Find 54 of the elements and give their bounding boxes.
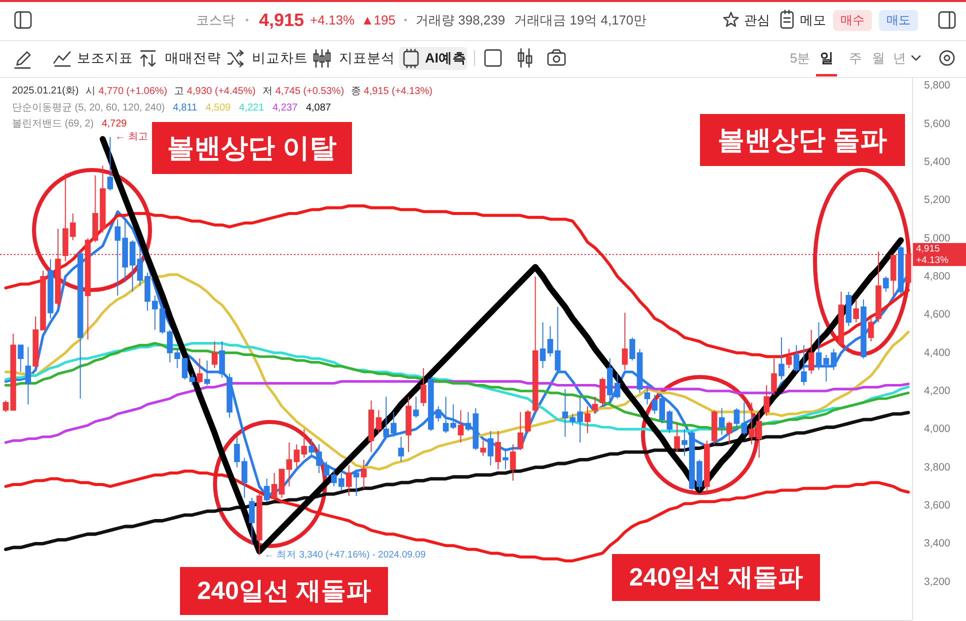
y-tick-label: 5,600 bbox=[924, 118, 950, 130]
annotation: 4,221 bbox=[239, 102, 264, 114]
text: 관심 bbox=[744, 12, 770, 28]
text: ▲195 bbox=[360, 12, 396, 28]
y-tick-label: 3,600 bbox=[924, 499, 950, 512]
annotation: 고 4,930 (+4.45%) bbox=[174, 86, 256, 96]
ref-line-label: 4,915 +4.13% bbox=[916, 244, 950, 266]
text: 일 bbox=[820, 50, 834, 66]
text: 년 bbox=[893, 50, 906, 66]
annotation: 볼린저밴드 (69, 2) bbox=[12, 118, 94, 130]
y-tick-label: 3,400 bbox=[924, 538, 950, 550]
annotation: 단순이동평균 (5, 20, 60, 120, 240) bbox=[12, 102, 165, 114]
text: 4,915 bbox=[259, 10, 304, 30]
annotation: 시 4,770 (+1.06%) bbox=[86, 86, 168, 96]
annotation: ← 최저 3,340 (+47.16%) - 2024.09.09 bbox=[264, 550, 426, 561]
y-tick-label: 4,800 bbox=[924, 270, 950, 282]
text: 매도 bbox=[886, 13, 910, 27]
annotation: 4,729 bbox=[102, 118, 128, 130]
annotation: 4,509 bbox=[206, 102, 232, 114]
y-tick-label: 4,400 bbox=[924, 346, 950, 359]
y-tick-label: 4,000 bbox=[924, 423, 950, 436]
y-tick-label: 5,400 bbox=[924, 156, 950, 168]
y-tick-label: 3,800 bbox=[924, 461, 950, 474]
y-tick-label: 3,200 bbox=[924, 576, 950, 588]
text: 거래량 398,239 bbox=[416, 12, 506, 28]
text: 매수 bbox=[840, 13, 864, 27]
text: 비교차트 bbox=[252, 50, 308, 66]
annotation: 4,237 bbox=[272, 102, 298, 114]
text: 5분 bbox=[790, 50, 810, 66]
text: 주 bbox=[849, 50, 862, 66]
y-tick-label: 4,200 bbox=[924, 384, 950, 397]
annotation: 4,087 bbox=[306, 102, 332, 114]
annotation: 240일선 재돌파 bbox=[197, 577, 371, 605]
text: +4.13% bbox=[310, 12, 355, 28]
text: 매매전략 bbox=[165, 50, 221, 66]
text: 거래대금 19억 4,170만 bbox=[514, 12, 646, 28]
text: 메모 bbox=[800, 12, 826, 28]
annotation: 볼밴상단 돌파 bbox=[718, 125, 888, 155]
y-tick-label: 5,000 bbox=[924, 232, 950, 244]
annotation: 볼밴상단 이탈 bbox=[167, 133, 337, 163]
y-tick-label: 5,800 bbox=[924, 80, 950, 92]
text: AI예측 bbox=[425, 50, 466, 66]
text: 월 bbox=[872, 50, 885, 66]
text: 지표분석 bbox=[339, 50, 395, 66]
annotation: 종 4,915 (+4.13%) bbox=[351, 86, 432, 96]
annotation: 240일선 재돌파 bbox=[629, 564, 803, 592]
annotation: 저 4,745 (+0.53%) bbox=[262, 86, 344, 96]
annotation: 2025.01.21(화) bbox=[12, 86, 79, 96]
y-tick-label: 5,200 bbox=[924, 194, 950, 206]
annotation: 4,811 bbox=[172, 102, 198, 114]
annotation: ← 최고 bbox=[115, 132, 148, 143]
text: 보조지표 bbox=[77, 50, 133, 66]
y-tick-label: 4,600 bbox=[924, 308, 950, 321]
text: 코스닥 bbox=[196, 12, 235, 28]
